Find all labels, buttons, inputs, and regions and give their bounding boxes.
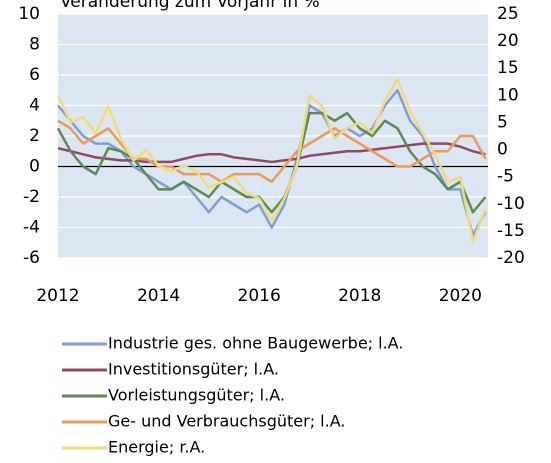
y2-tick-label: -15 [497,221,525,241]
y-tick-label: 0 [29,157,40,177]
y-tick-label: 8 [29,35,40,55]
y2-tick-label: 15 [497,58,519,78]
x-tick-label: 2020 [439,286,482,306]
y-tick-label: 2 [29,126,40,146]
y-tick-label: 4 [29,96,40,116]
y2-tick-label: 25 [497,4,519,24]
y2-tick-label: 20 [497,31,519,51]
x-tick-label: 2012 [36,286,79,306]
y-tick-label: -4 [23,218,40,238]
x-tick-label: 2016 [238,286,281,306]
series-line [57,142,486,164]
legend-label: Energie; r.A. [108,438,205,457]
legend-label: Investitionsgüter; l.A. [108,360,279,379]
y-tick-label: -6 [23,248,40,268]
y-tick-label: 6 [29,65,40,85]
series-line [56,111,487,214]
y2-tick-label: -20 [497,248,525,268]
y2-tick-label: 0 [497,140,508,160]
legend-label: Vorleistungsgüter; l.A. [108,386,285,405]
legend-label: Ge- und Verbrauchsgüter; l.A. [108,412,345,431]
y2-tick-label: -10 [497,194,525,214]
series-line [56,77,487,243]
y-tick-label: 10 [18,4,40,24]
x-tick-label: 2014 [137,286,180,306]
y2-tick-label: 5 [497,112,508,132]
y2-tick-label: -5 [497,167,514,187]
x-tick-label: 2018 [338,286,381,306]
y-tick-label: -2 [23,187,40,207]
y2-tick-label: 10 [497,85,519,105]
chart-title: Veränderung zum Vorjahr in % [60,0,320,12]
legend-label: Industrie ges. ohne Baugewerbe; l.A. [108,334,403,353]
